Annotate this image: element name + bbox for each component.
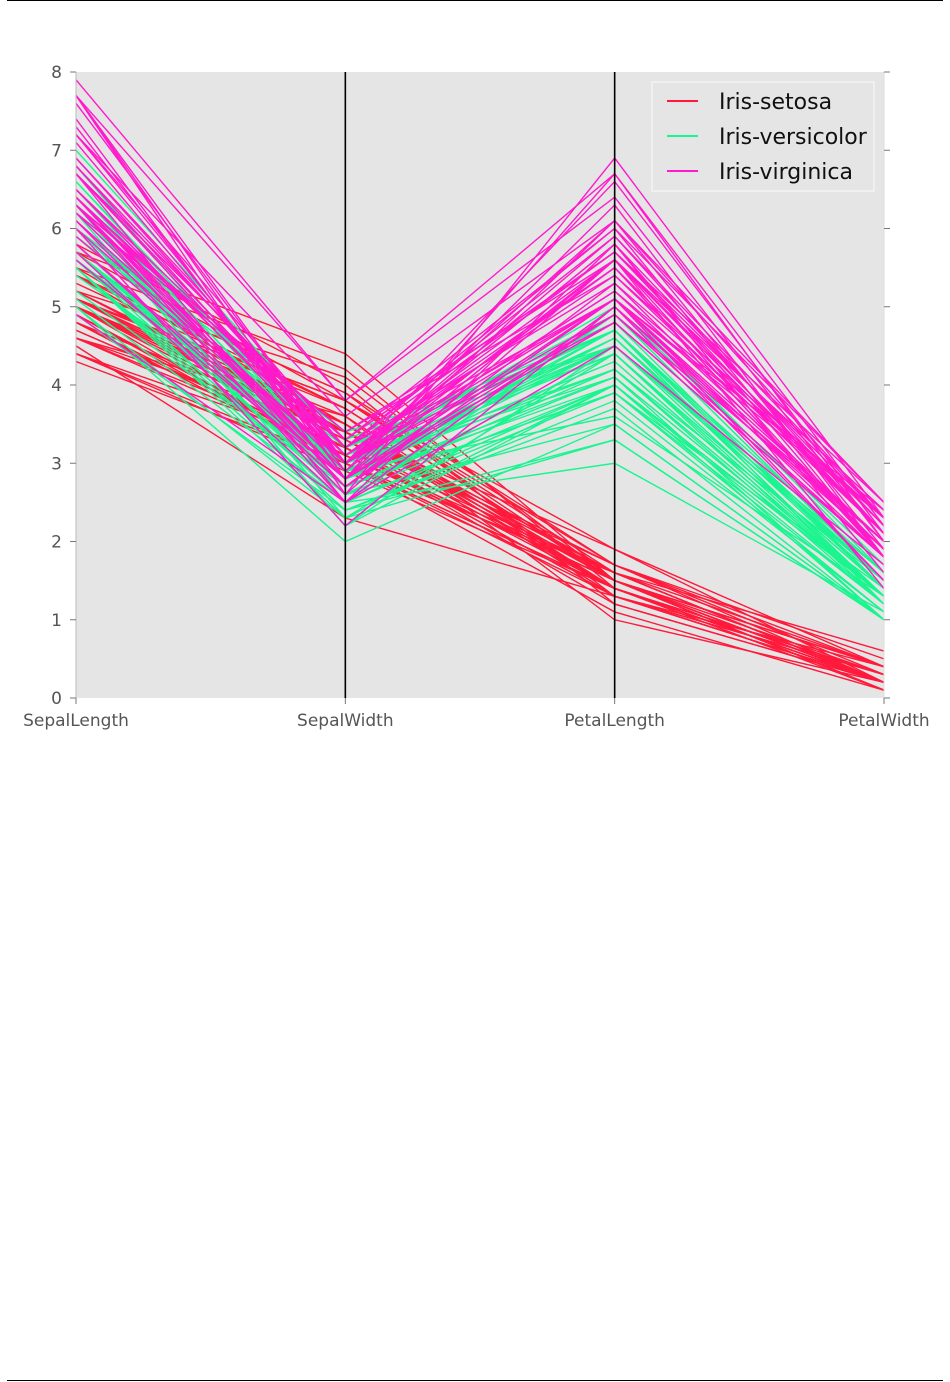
series-line-iris-virginica xyxy=(75,212,885,519)
x-tick-label-petallength: PetalLength xyxy=(564,711,665,731)
series-line-iris-virginica xyxy=(75,95,885,527)
parallel-coordinates-chart: 0 1 2 3 4 5 6 7 8 SepalLength SepalWidth PetalLengt… xyxy=(23,63,930,731)
y-tick-label: 8 xyxy=(51,63,62,83)
y-tick-label: 0 xyxy=(51,689,62,709)
series-line-iris-virginica xyxy=(75,228,885,582)
series-line-iris-versicolor xyxy=(75,298,885,613)
legend-label: Iris-versicolor xyxy=(719,125,868,150)
y-tick-label: 2 xyxy=(51,533,62,553)
series-line-iris-virginica xyxy=(75,188,885,543)
x-tick-label-sepalwidth: SepalWidth xyxy=(297,711,394,731)
legend: Iris-setosa Iris-versicolor Iris-virginica xyxy=(651,81,875,192)
legend-label: Iris-virginica xyxy=(719,160,853,185)
page-top-rule xyxy=(7,0,943,1)
series-line-iris-virginica xyxy=(75,173,885,503)
y-tick-label: 1 xyxy=(51,611,62,631)
series-lines xyxy=(75,79,885,691)
series-line-iris-virginica xyxy=(75,173,885,511)
y-tick-label: 7 xyxy=(51,141,62,161)
series-line-iris-versicolor xyxy=(75,306,885,621)
series-line-iris-virginica xyxy=(75,95,885,542)
y-tick-label: 4 xyxy=(51,376,62,396)
series-line-iris-versicolor xyxy=(75,267,885,597)
series-line-iris-virginica xyxy=(75,243,885,550)
x-tick-label-petalwidth: PetalWidth xyxy=(838,711,929,731)
series-line-iris-virginica xyxy=(75,314,885,566)
y-tick-label: 6 xyxy=(51,220,62,240)
y-tick-label: 5 xyxy=(51,298,62,318)
series-line-iris-virginica xyxy=(75,196,885,527)
series-line-iris-versicolor xyxy=(75,267,885,621)
series-line-iris-virginica xyxy=(75,235,885,558)
y-tick-label: 3 xyxy=(51,454,62,474)
x-tick-label-sepallength: SepalLength xyxy=(23,711,129,731)
axes: 0 1 2 3 4 5 6 7 8 SepalLength SepalWidth PetalLengt… xyxy=(23,63,930,731)
legend-label: Iris-setosa xyxy=(719,90,832,115)
page-bottom-rule xyxy=(7,1380,943,1381)
series-line-iris-virginica xyxy=(75,134,885,503)
